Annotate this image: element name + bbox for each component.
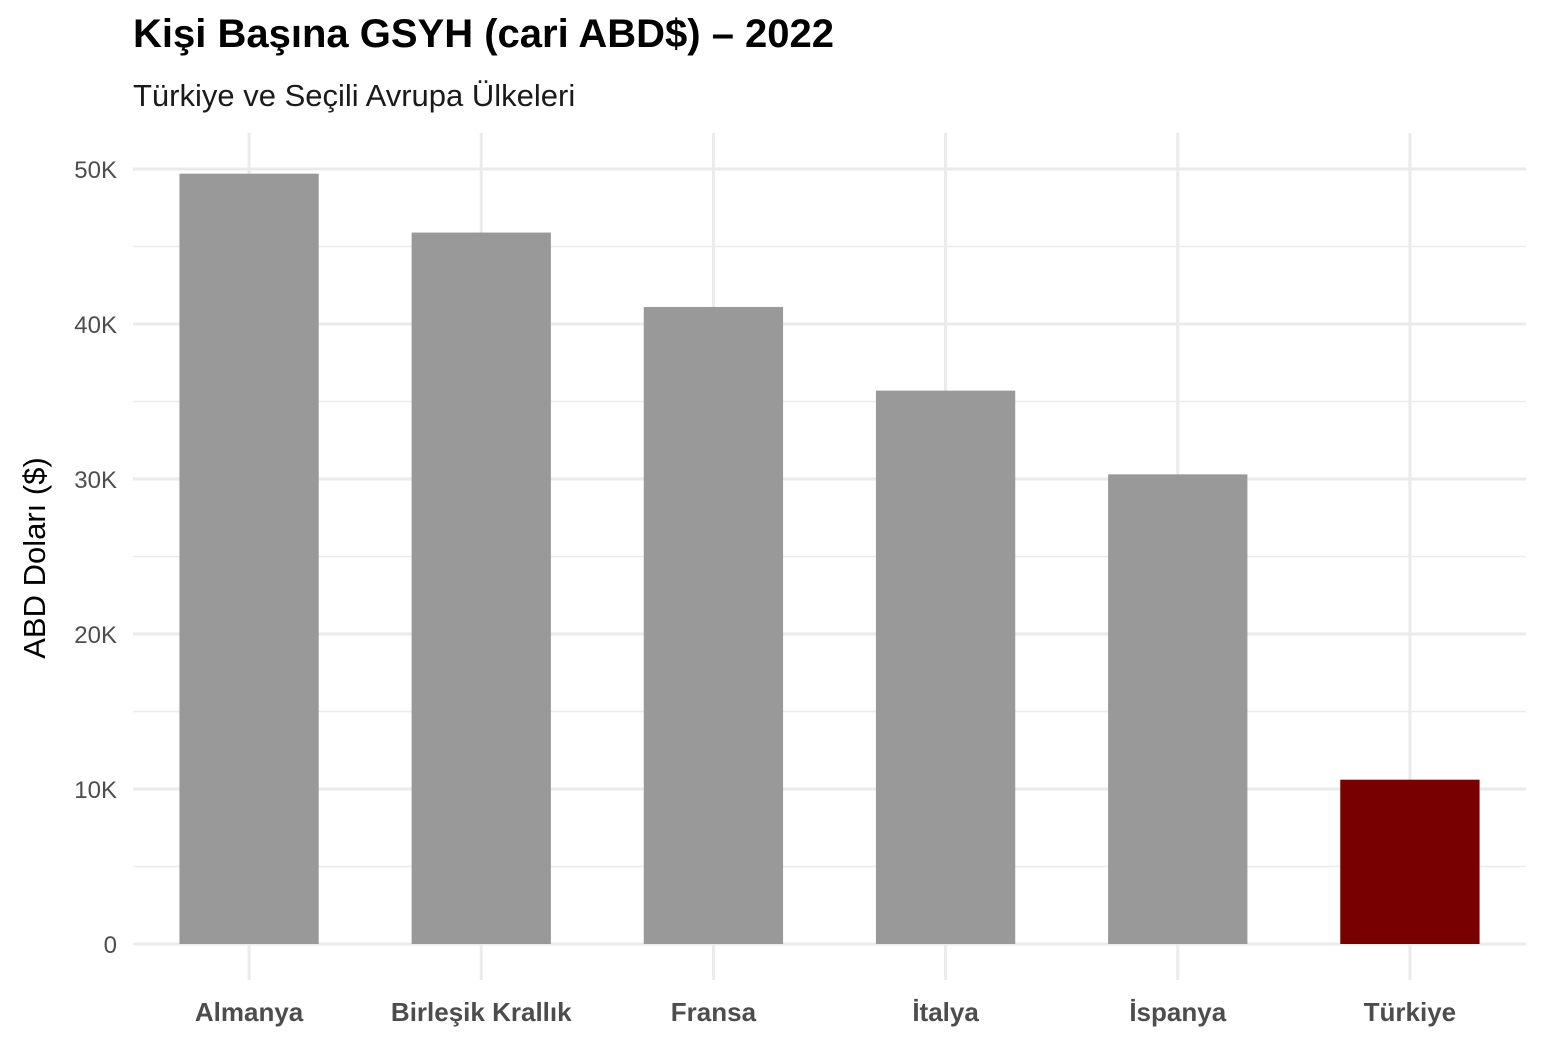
y-tick-label: 20K (74, 622, 117, 649)
y-tick-label: 50K (74, 157, 117, 184)
y-tick-label: 30K (74, 467, 117, 494)
bar (643, 306, 784, 944)
bar (1108, 474, 1248, 944)
x-tick-label: Almanya (195, 997, 304, 1027)
chart-title: Kişi Başına GSYH (cari ABD$) – 2022 (133, 12, 835, 56)
y-tick-label: 0 (104, 932, 117, 959)
x-tick-label: Birleşik Krallık (391, 997, 572, 1027)
x-tick-label: Fransa (671, 997, 757, 1027)
x-tick-label: İspanya (1129, 997, 1226, 1027)
bar (875, 390, 1016, 944)
bar (179, 173, 319, 944)
x-tick-label: Türkiye (1364, 997, 1457, 1027)
grid-lines (133, 133, 1526, 980)
bar (411, 232, 551, 945)
x-tick-label: İtalya (912, 997, 979, 1027)
bars (179, 173, 1480, 945)
y-axis-label: ABD Doları ($) (17, 457, 52, 659)
y-tick-label: 40K (74, 312, 117, 339)
y-axis-ticks: 0 10K 20K 30K 40K 50K (74, 157, 117, 959)
y-tick-label: 10K (74, 777, 117, 804)
chart-subtitle: Türkiye ve Seçili Avrupa Ülkeleri (133, 78, 576, 113)
x-axis-ticks: Almanya Birleşik Krallık Fransa İtalya İspan… (195, 997, 1456, 1027)
bar (1340, 779, 1480, 944)
